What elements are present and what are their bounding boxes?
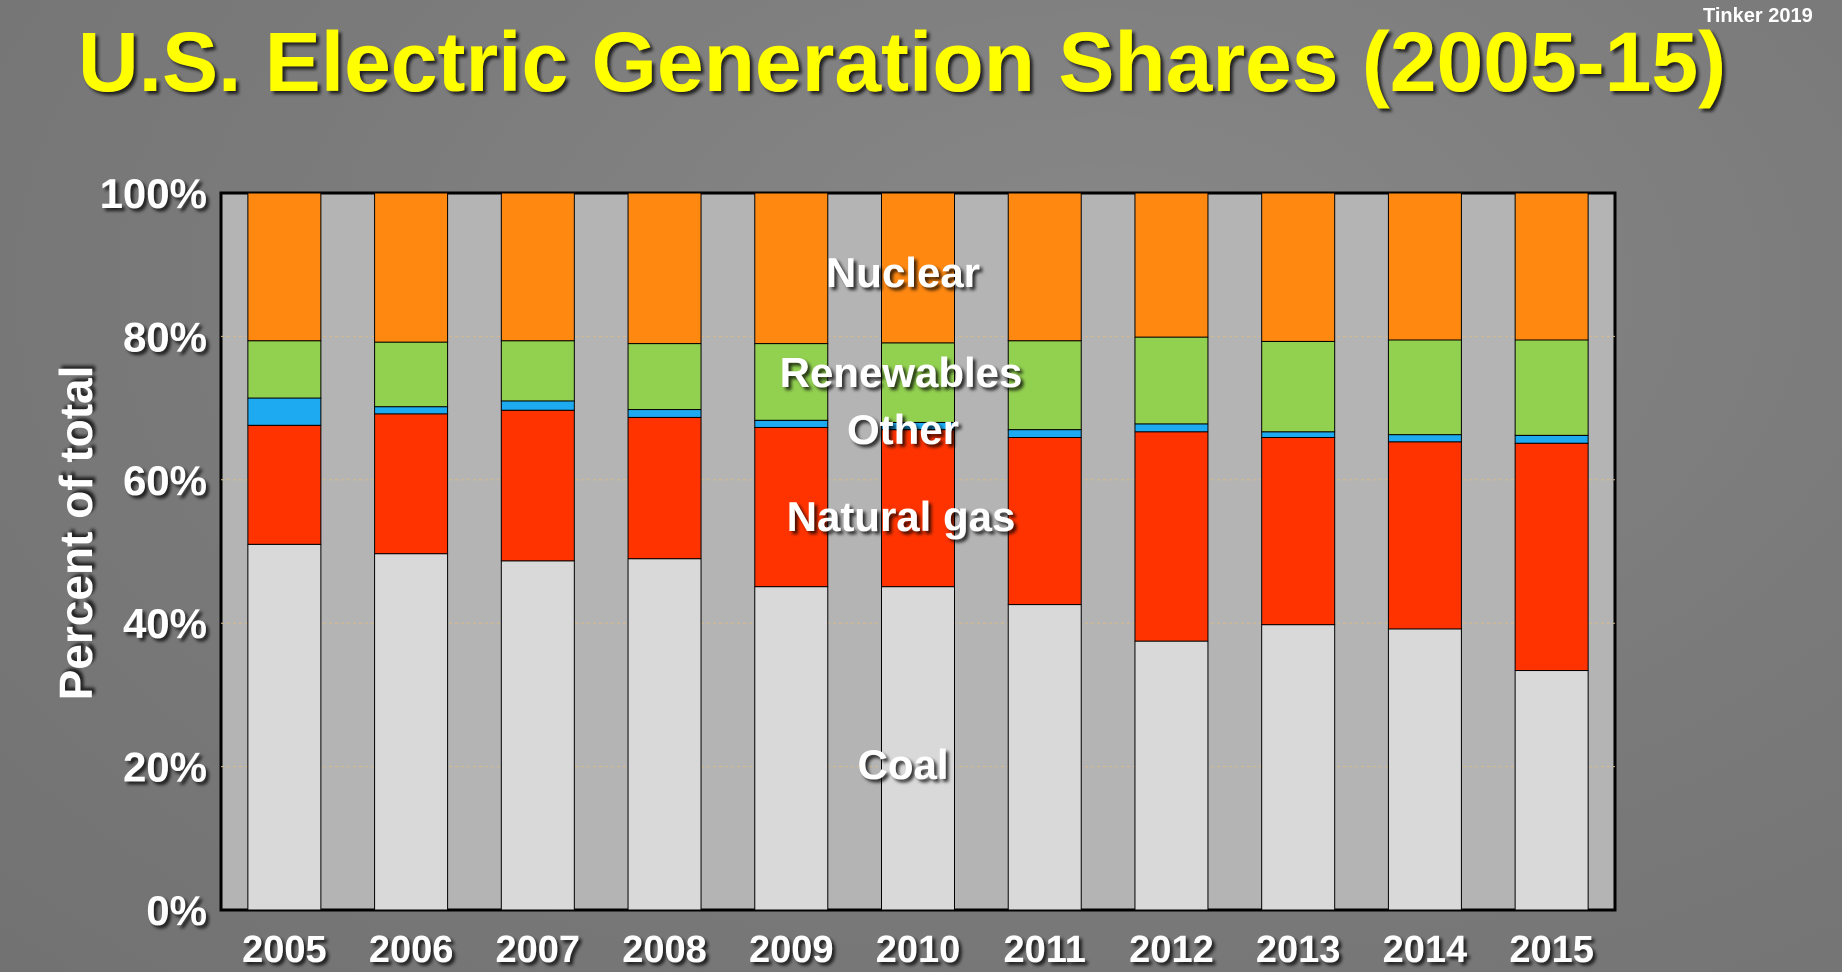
bar-segment-natural-gas-2006 [374, 413, 449, 555]
bar-segment-other-2012 [1134, 423, 1209, 433]
bar-segment-other-2009 [754, 419, 829, 428]
x-tick-label: 2006 [369, 929, 454, 971]
y-tick-label: 20% [123, 744, 207, 791]
bar-segment-nuclear-2015 [1514, 192, 1589, 341]
bar-segment-nuclear-2012 [1134, 192, 1209, 338]
bar-segment-renewables-2007 [500, 340, 575, 402]
x-tick-label: 2015 [1509, 929, 1594, 971]
x-tick-label: 2013 [1256, 929, 1341, 971]
x-tick-label: 2014 [1383, 929, 1468, 971]
bar-segment-renewables-2012 [1134, 336, 1209, 425]
bar-segment-natural-gas-2013 [1261, 436, 1336, 626]
chart-title: U.S. Electric Generation Shares (2005-15… [78, 15, 1726, 109]
bar-segment-coal-2011 [1007, 604, 1082, 911]
bar-segment-natural-gas-2010 [881, 429, 955, 588]
x-tick-label: 2007 [496, 929, 581, 971]
bar-segment-nuclear-2005 [247, 192, 322, 342]
bar-segment-natural-gas-2015 [1514, 442, 1589, 672]
bar-segment-renewables-2013 [1261, 340, 1336, 433]
bar-segment-other-2008 [627, 409, 702, 418]
bar-segment-nuclear-2006 [374, 192, 449, 343]
y-axis-title: Percent of total [50, 366, 102, 701]
series-labels: Nuclear Renewables Other Natural gas Coa… [780, 249, 1023, 788]
x-tick-label: 2010 [876, 929, 961, 971]
bar-segment-natural-gas-2012 [1134, 431, 1209, 642]
series-label-nuclear: Nuclear [826, 249, 980, 296]
bar-segment-other-2011 [1007, 429, 1082, 438]
y-tick-label: 80% [123, 313, 207, 360]
bar-segment-renewables-2015 [1514, 339, 1589, 436]
series-label-natural-gas: Natural gas [787, 493, 1016, 540]
bar-segment-nuclear-2007 [500, 192, 575, 342]
x-tick-label: 2011 [1004, 929, 1086, 971]
bar-segment-renewables-2011 [1007, 340, 1082, 431]
bar-segment-coal-2015 [1514, 670, 1589, 911]
bar-segment-other-2006 [374, 406, 449, 415]
x-tick-label: 2005 [242, 929, 327, 971]
bars [247, 192, 1589, 911]
y-tick-label: 100% [100, 170, 207, 217]
bar-segment-natural-gas-2007 [500, 409, 575, 562]
bar-segment-natural-gas-2011 [1007, 436, 1082, 606]
bar-segment-coal-2009 [754, 586, 829, 911]
bar-segment-coal-2010 [881, 586, 955, 911]
bar-segment-renewables-2008 [627, 343, 702, 411]
bar-segment-other-2015 [1514, 434, 1589, 444]
bar-segment-natural-gas-2008 [627, 416, 702, 560]
bar-segment-natural-gas-2009 [754, 426, 829, 588]
bar-segment-other-2013 [1261, 431, 1336, 438]
series-label-other: Other [847, 406, 959, 453]
bar-segment-coal-2013 [1261, 624, 1336, 911]
bar-segment-nuclear-2008 [627, 192, 702, 345]
bar-segment-renewables-2009 [754, 343, 829, 421]
bar-segment-nuclear-2010 [881, 192, 955, 344]
x-tick-label: 2009 [749, 929, 834, 971]
bar-segment-coal-2007 [500, 560, 575, 911]
x-tick-label: 2012 [1129, 929, 1214, 971]
bar-segment-other-2007 [500, 400, 575, 411]
x-axis-ticks: 2005 2006 2007 2008 2009 2010 2011 2012 2013 2014… [242, 929, 1594, 971]
series-label-renewables: Renewables [780, 349, 1023, 396]
credit-label: Tinker 2019 [1703, 5, 1813, 27]
y-tick-label: 0% [146, 887, 207, 934]
bar-segment-coal-2006 [374, 553, 449, 911]
y-axis-ticks: 0% 20% 40% 60% 80% 100% [100, 170, 207, 934]
bar-segment-natural-gas-2014 [1387, 441, 1462, 630]
bar-segment-coal-2005 [247, 543, 322, 911]
bar-segment-other-2005 [247, 397, 322, 426]
bar-segment-natural-gas-2005 [247, 424, 322, 545]
x-tick-label: 2008 [622, 929, 707, 971]
y-tick-label: 40% [123, 600, 207, 647]
bar-segment-coal-2008 [627, 558, 702, 911]
bar-segment-renewables-2005 [247, 340, 322, 399]
bar-segment-nuclear-2011 [1007, 192, 1082, 342]
y-tick-label: 60% [123, 457, 207, 504]
bar-segment-nuclear-2014 [1387, 192, 1462, 341]
bar-segment-coal-2012 [1134, 640, 1209, 911]
bar-segment-renewables-2014 [1387, 339, 1462, 436]
series-label-coal: Coal [857, 741, 948, 788]
bar-segment-nuclear-2013 [1261, 192, 1336, 342]
bar-segment-renewables-2006 [374, 341, 449, 408]
bar-segment-other-2014 [1387, 434, 1462, 443]
bar-segment-coal-2014 [1387, 628, 1462, 911]
bar-segment-nuclear-2009 [754, 192, 829, 345]
